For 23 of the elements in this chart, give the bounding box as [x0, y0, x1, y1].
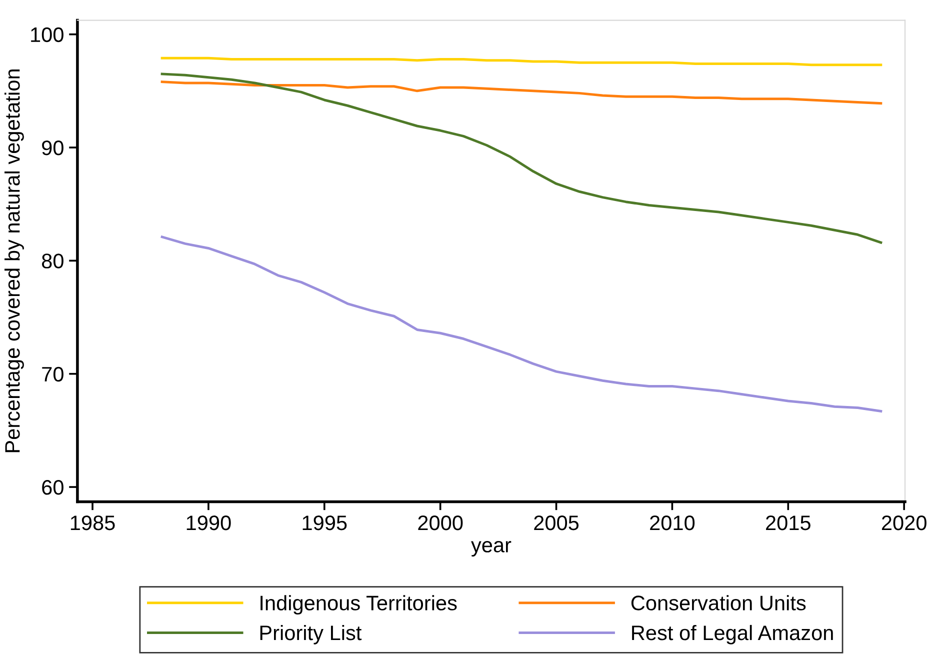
y-tick-label: 80 — [42, 254, 64, 268]
line-series — [160, 56, 882, 66]
x-tick-label: 1990 — [186, 515, 231, 530]
y-tick-label: 100 — [31, 27, 64, 42]
y-axis-title: Percentage covered by natural vegetation — [4, 70, 24, 452]
x-tick-label: 2010 — [650, 515, 695, 530]
x-tick-label: 1995 — [302, 515, 347, 530]
line-series — [160, 80, 882, 105]
x-tick-label: 2020 — [882, 515, 926, 530]
x-tick-label: 2000 — [418, 515, 463, 530]
x-tick-label: 2015 — [766, 515, 810, 530]
x-tick-label: 1985 — [70, 515, 115, 530]
x-axis-title: year — [471, 541, 512, 557]
line-series — [160, 72, 882, 244]
y-tick-label: 90 — [42, 140, 64, 156]
legend-label: Indigenous Territories — [260, 595, 457, 615]
line-series — [160, 236, 882, 412]
legend-label: Conservation Units — [631, 595, 806, 610]
y-tick-label: 60 — [42, 480, 64, 495]
legend-label: Priority List — [260, 624, 362, 644]
legend-label: Rest of Legal Amazon — [632, 624, 833, 644]
x-tick-label: 2005 — [534, 515, 579, 530]
y-tick-label: 70 — [42, 366, 64, 382]
